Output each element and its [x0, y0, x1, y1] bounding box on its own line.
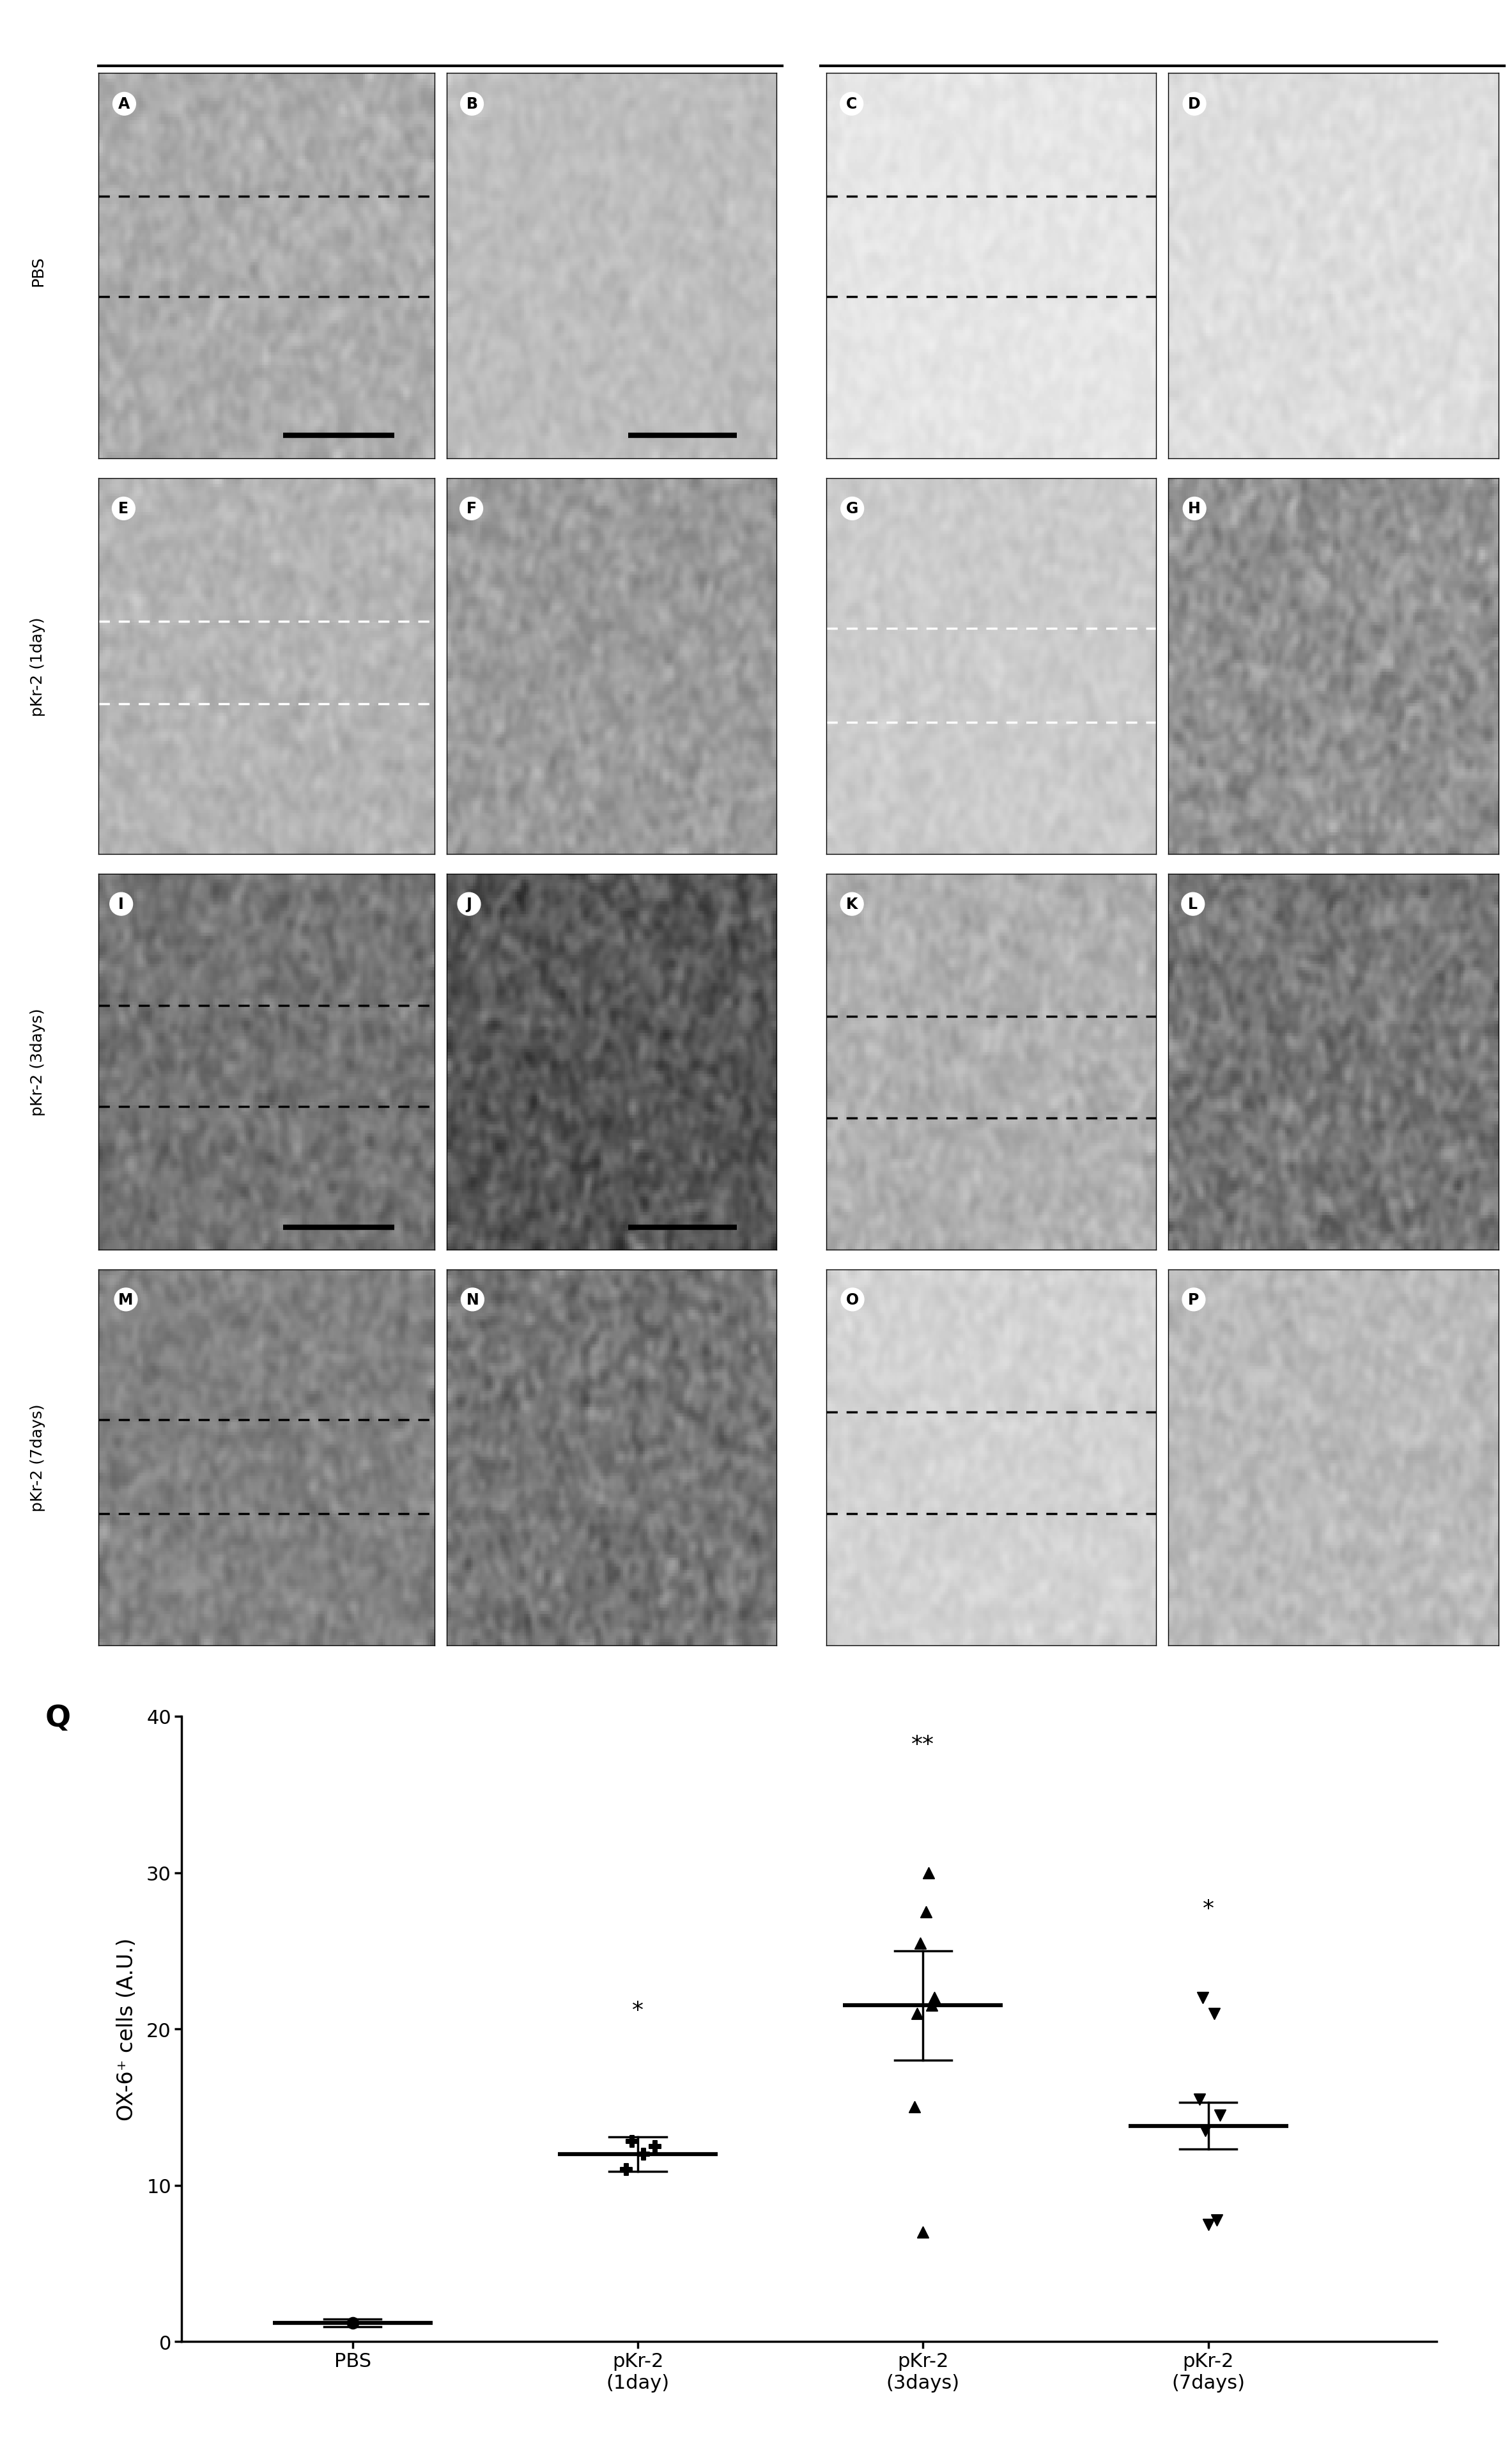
Y-axis label: OX-6⁺ cells (A.U.): OX-6⁺ cells (A.U.) — [116, 1937, 138, 2121]
Point — [916, 1854, 940, 1893]
Text: L: L — [1188, 897, 1198, 912]
Text: O: O — [847, 1292, 859, 1307]
Text: G: G — [847, 500, 859, 517]
Text: pKr-2 (7days): pKr-2 (7days) — [30, 1403, 45, 1510]
Point — [620, 2121, 644, 2160]
Text: pKr-2 (1day): pKr-2 (1day) — [30, 618, 45, 716]
Point — [643, 2126, 667, 2165]
Point — [1196, 2204, 1220, 2244]
Text: I: I — [118, 897, 124, 912]
Text: *: * — [1202, 1898, 1214, 1920]
Text: **: ** — [912, 1734, 934, 1756]
Text: C: C — [847, 96, 857, 113]
Text: J: J — [466, 897, 472, 912]
Point — [632, 2133, 656, 2172]
Point — [910, 2212, 934, 2251]
Point — [1202, 1993, 1226, 2033]
Point — [1187, 2079, 1211, 2119]
Point — [919, 1986, 943, 2025]
Text: *: * — [632, 1998, 644, 2020]
Point — [1205, 2199, 1229, 2239]
Text: K: K — [847, 897, 857, 912]
Text: F: F — [466, 500, 476, 517]
Point — [1190, 1979, 1214, 2018]
Text: pKr-2 (3days): pKr-2 (3days) — [30, 1008, 45, 1116]
Point — [1193, 2111, 1217, 2150]
Text: M: M — [118, 1292, 133, 1307]
Text: N: N — [466, 1292, 479, 1307]
Text: D: D — [1188, 96, 1201, 113]
Point — [909, 1922, 933, 1962]
Point — [614, 2150, 638, 2190]
Text: H: H — [1188, 500, 1201, 517]
Text: Q: Q — [45, 1704, 71, 1734]
Point — [1208, 2096, 1232, 2136]
Point — [903, 2087, 927, 2126]
Text: A: A — [118, 96, 130, 113]
Point — [922, 1979, 947, 2018]
Text: B: B — [466, 96, 478, 113]
Text: PBS: PBS — [30, 255, 45, 287]
Text: P: P — [1188, 1292, 1199, 1307]
Point — [913, 1893, 937, 1932]
Point — [906, 1993, 930, 2033]
Text: E: E — [118, 500, 129, 517]
Point — [340, 2302, 364, 2342]
